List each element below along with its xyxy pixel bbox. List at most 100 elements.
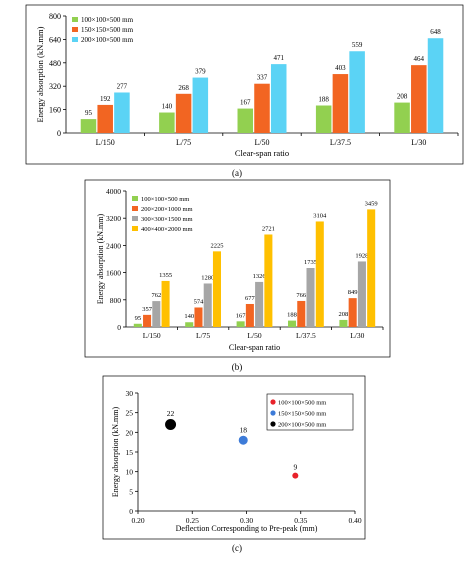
data-label: 379 (195, 68, 206, 76)
data-label: 188 (287, 312, 297, 319)
data-label: 357 (142, 306, 153, 313)
bar (192, 77, 209, 133)
legend-entry: 200×200×1000 mm (141, 206, 193, 213)
bar (80, 119, 97, 133)
legend-swatch (132, 206, 138, 211)
x-tick-label: L/50 (247, 331, 261, 340)
bar (367, 209, 376, 327)
data-label: 95 (85, 109, 93, 117)
y-tick-label: 480 (49, 59, 61, 68)
data-label: 167 (240, 99, 251, 107)
data-label: 22 (167, 409, 175, 418)
bar (203, 283, 212, 327)
bar (287, 320, 297, 327)
legend-swatch (72, 17, 78, 22)
legend-swatch (132, 226, 138, 231)
legend-swatch (72, 37, 78, 42)
x-tick-label: L/37.5 (330, 138, 351, 147)
x-tick-label: 0.35 (294, 516, 307, 525)
bar (237, 108, 254, 133)
data-label: 95 (135, 315, 142, 322)
bar (194, 307, 203, 327)
legend-swatch (270, 410, 276, 416)
figure-caption: (b) (232, 362, 243, 372)
data-point (292, 472, 299, 479)
plot-frame (102, 375, 366, 540)
y-tick-label: 2400 (106, 241, 121, 250)
plot-frame (84, 179, 391, 358)
bar (270, 64, 287, 133)
y-axis-label: Energy absorption (kN.mm) (96, 214, 105, 305)
x-tick-label: L/37.5 (296, 331, 316, 340)
y-tick-label: 25 (126, 409, 134, 418)
y-tick-label: 640 (49, 35, 61, 44)
legend-entry: 200×100×500 mm (81, 36, 134, 44)
legend-entry: 300×300×1500 mm (141, 216, 193, 223)
bar (339, 319, 348, 327)
chart-a: 0 160 320 480 640 800 L/150 95 192 277 L/75 140 268 3… (25, 4, 464, 178)
data-label: 849 (348, 289, 358, 296)
legend-swatch (270, 399, 276, 405)
x-tick-label: L/30 (350, 331, 364, 340)
legend-entry: 400×400×2000 mm (141, 226, 193, 233)
data-label: 208 (397, 93, 408, 101)
y-tick-label: 800 (110, 296, 122, 305)
data-label: 140 (184, 313, 194, 320)
x-tick-label: 0.40 (348, 516, 361, 525)
bar (161, 280, 170, 327)
y-tick-label: 5 (129, 487, 133, 496)
bar (152, 301, 161, 327)
y-tick-label: 10 (126, 468, 134, 477)
x-axis-label: Clear-span ratio (235, 148, 289, 158)
legend-swatch (270, 421, 276, 427)
data-label: 277 (117, 82, 128, 90)
legend-entry: 100×100×500 mm (278, 400, 326, 407)
y-axis-label: Energy absorption (kN.mm) (35, 26, 45, 122)
x-tick-label: 0.20 (131, 516, 144, 525)
data-label: 337 (257, 74, 268, 82)
bar (159, 112, 175, 133)
data-label: 167 (236, 312, 247, 319)
y-tick-label: 0 (57, 129, 61, 138)
x-axis-label: Deflection Corresponding to Pre-peak (mm… (176, 524, 318, 533)
data-label: 9 (293, 463, 297, 472)
bar (254, 83, 270, 133)
data-label: 2225 (210, 242, 223, 249)
data-label: 1355 (159, 272, 172, 279)
bar (411, 65, 427, 133)
bar (212, 251, 222, 327)
x-axis-label: Clear-span ratio (229, 343, 280, 352)
data-label: 559 (352, 41, 363, 49)
y-tick-label: 320 (49, 82, 61, 91)
data-label: 140 (162, 103, 173, 111)
figure-caption: (a) (232, 168, 242, 178)
data-label: 2721 (262, 225, 275, 232)
bar (315, 105, 332, 133)
data-label: 766 (296, 292, 307, 299)
data-label: 3459 (365, 200, 378, 207)
bar (264, 234, 273, 327)
bar (185, 322, 194, 327)
data-label: 1735 (304, 259, 317, 266)
legend-entry: 100×100×500 mm (81, 16, 134, 24)
legend-entry: 150×150×500 mm (81, 26, 134, 34)
x-tick-label: L/75 (196, 331, 210, 340)
bar (306, 268, 315, 327)
data-label: 648 (430, 28, 441, 36)
y-axis-label: Energy absorption (kN.mm) (111, 407, 120, 498)
y-tick-label: 0 (117, 323, 121, 332)
y-tick-label: 0 (129, 507, 133, 516)
bar (133, 323, 142, 327)
data-label: 208 (339, 311, 349, 318)
figure-caption: (c) (232, 543, 242, 553)
bar (332, 74, 349, 133)
data-label: 192 (100, 95, 111, 103)
bar (427, 38, 444, 134)
data-label: 188 (318, 96, 329, 104)
bar (297, 300, 306, 327)
data-label: 677 (245, 295, 256, 302)
legend-box (266, 393, 354, 431)
y-tick-label: 1600 (106, 269, 121, 278)
data-label: 18 (239, 426, 247, 435)
bar (114, 92, 130, 133)
